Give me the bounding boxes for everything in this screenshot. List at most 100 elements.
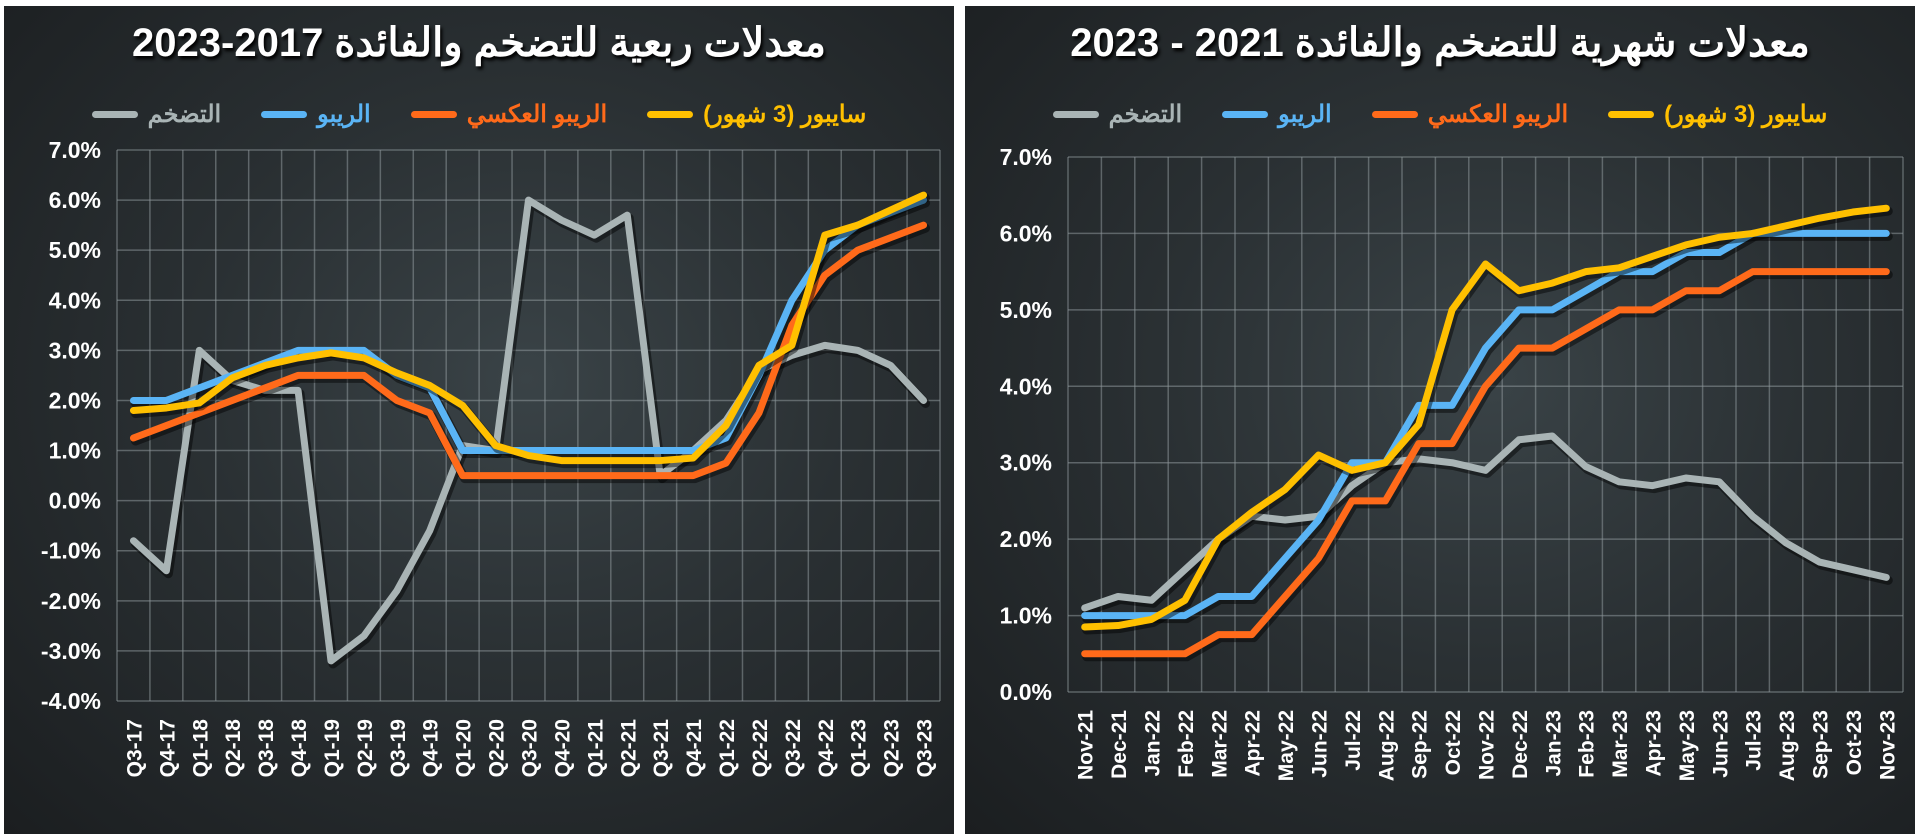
legend-label: التضخم xyxy=(1108,101,1183,128)
x-tick-label: Apr-23 xyxy=(1643,710,1666,777)
x-tick-label: Q2-18 xyxy=(222,719,245,778)
monthly-chart-panel: معدلات شهرية للتضخم والفائدة 2021 - 2023… xyxy=(965,6,1915,834)
x-tick-label: Q2-21 xyxy=(617,719,640,778)
x-tick-label: Sep-23 xyxy=(1810,710,1833,779)
x-tick-label: Nov-22 xyxy=(1476,710,1499,780)
y-tick-label: 5.0% xyxy=(49,237,101,263)
x-tick-label: Feb-22 xyxy=(1175,710,1198,778)
x-tick-label: Feb-23 xyxy=(1576,710,1599,778)
monthly-chart-title: معدلات شهرية للتضخم والفائدة 2021 - 2023 xyxy=(1070,21,1810,65)
y-tick-label: 2.0% xyxy=(1000,526,1052,552)
y-tick-label: -2.0% xyxy=(41,588,101,614)
x-tick-label: Jul-23 xyxy=(1743,710,1766,771)
x-tick-label: Q4-21 xyxy=(683,719,706,778)
x-tick-label: Nov-23 xyxy=(1876,710,1899,780)
series-line xyxy=(129,196,928,665)
x-tick-label: Mar-23 xyxy=(1609,710,1632,778)
x-tick-label: Jun-23 xyxy=(1709,710,1732,778)
x-tick-label: Oct-22 xyxy=(1442,710,1465,775)
y-tick-label: 0.0% xyxy=(1000,679,1052,705)
y-tick-label: 7.0% xyxy=(49,137,101,163)
y-tick-label: 3.0% xyxy=(49,337,101,363)
x-tick-label: Q4-20 xyxy=(551,719,574,777)
x-tick-label: May-22 xyxy=(1275,710,1298,781)
x-tick-label: Q2-19 xyxy=(354,719,377,777)
x-tick-label: Dec-22 xyxy=(1509,710,1532,779)
x-tick-label: Jul-22 xyxy=(1342,710,1365,771)
y-tick-label: 4.0% xyxy=(1000,373,1052,399)
legend-label: سايبور (3 شهور) xyxy=(703,101,867,128)
x-tick-label: Apr-22 xyxy=(1242,710,1265,777)
legend-swatch-icon xyxy=(1222,111,1269,118)
series-line xyxy=(1081,204,1890,631)
x-tick-label: Q3-18 xyxy=(255,719,278,778)
x-tick-label: Jan-22 xyxy=(1142,710,1165,777)
legend-swatch-icon xyxy=(261,111,308,118)
legend-swatch-icon xyxy=(647,111,694,118)
y-tick-label: 6.0% xyxy=(1000,220,1052,246)
x-tick-label: Q3-21 xyxy=(650,719,673,778)
x-tick-label: Q4-17 xyxy=(156,719,179,777)
legend-item-inflation: التضخم xyxy=(1052,100,1183,129)
legend-swatch-icon xyxy=(1608,111,1655,118)
series-line xyxy=(129,191,928,465)
x-tick-label: Q3-20 xyxy=(519,719,542,777)
gridlines xyxy=(116,149,941,702)
legend-swatch-icon xyxy=(410,111,457,118)
y-tick-label: 3.0% xyxy=(1000,450,1052,476)
x-tick-label: May-23 xyxy=(1676,710,1699,781)
legend-label: سايبور (3 شهور) xyxy=(1664,101,1828,128)
x-tick-label: Q4-22 xyxy=(815,719,838,777)
x-tick-label: Q1-19 xyxy=(321,719,344,777)
y-tick-label: 6.0% xyxy=(49,187,101,213)
x-tick-label: Aug-23 xyxy=(1776,710,1799,781)
x-tick-label: Q1-20 xyxy=(453,719,476,777)
x-tick-label: Q2-22 xyxy=(749,719,772,777)
y-tick-label: 7.0% xyxy=(1000,144,1052,170)
x-tick-label: Oct-23 xyxy=(1843,710,1866,775)
x-tick-label: Nov-21 xyxy=(1075,710,1098,780)
x-tick-label: Dec-21 xyxy=(1108,710,1131,779)
y-tick-label: -4.0% xyxy=(41,688,101,714)
legend-item-repo: الريبو xyxy=(261,100,371,129)
legend-swatch-icon xyxy=(91,111,138,118)
legend-label: الريبو العكسي xyxy=(466,101,608,128)
x-tick-label: Q1-23 xyxy=(848,719,871,777)
legend-item-inflation: التضخم xyxy=(91,100,222,129)
x-tick-label: Sep-22 xyxy=(1409,710,1432,779)
series-line xyxy=(129,221,928,480)
legend-label: الريبو العكسي xyxy=(1427,101,1569,128)
gridlines xyxy=(1067,156,1904,693)
legend-item-reverse-repo: الريبو العكسي xyxy=(410,100,608,129)
x-tick-label: Jun-22 xyxy=(1309,710,1332,778)
legend-item-repo: الريبو xyxy=(1222,100,1332,129)
legend-item-reverse-repo: الريبو العكسي xyxy=(1371,100,1569,129)
y-tick-label: -1.0% xyxy=(41,538,101,564)
legend-swatch-icon xyxy=(1371,111,1418,118)
monthly-line-chart: 7.0% 6.0% 5.0% 4.0% 3.0% 2.0% 1.0% 0.0% Nov-21 De… xyxy=(1000,144,1904,781)
x-tick-label: Jan-23 xyxy=(1542,710,1565,777)
series-line xyxy=(1081,432,1890,612)
legend-label: التضخم xyxy=(147,101,222,128)
y-tick-label: 4.0% xyxy=(49,287,101,313)
y-tick-label: 2.0% xyxy=(49,387,101,413)
quarterly-chart-title: معدلات ربعية للتضخم والفائدة 2017-2023 xyxy=(132,21,826,65)
x-tick-label: Q3-22 xyxy=(782,719,805,777)
x-tick-label: Q2-23 xyxy=(881,719,904,777)
quarterly-chart-panel: معدلات ربعية للتضخم والفائدة 2017-2023 س… xyxy=(4,6,954,834)
x-tick-label: Q3-19 xyxy=(387,719,410,777)
x-tick-label: Q3-23 xyxy=(914,719,937,777)
y-tick-label: 5.0% xyxy=(1000,297,1052,323)
x-tick-label: Q2-20 xyxy=(486,719,509,777)
legend-item-saibor: سايبور (3 شهور) xyxy=(647,100,866,129)
x-tick-label: Q4-19 xyxy=(420,719,443,777)
x-tick-label: Q1-18 xyxy=(189,719,212,778)
monthly-chart-legend: سايبور (3 شهور) الريبو العكسي الريبو الت… xyxy=(965,100,1915,129)
y-tick-label: 1.0% xyxy=(1000,603,1052,629)
legend-label: الريبو xyxy=(317,101,371,128)
series-line xyxy=(1081,268,1890,658)
quarterly-chart-legend: سايبور (3 شهور) الريبو العكسي الريبو الت… xyxy=(4,100,954,129)
y-tick-label: 1.0% xyxy=(49,438,101,464)
x-tick-label: Q3-17 xyxy=(123,719,146,777)
x-tick-label: Q1-22 xyxy=(716,719,739,777)
